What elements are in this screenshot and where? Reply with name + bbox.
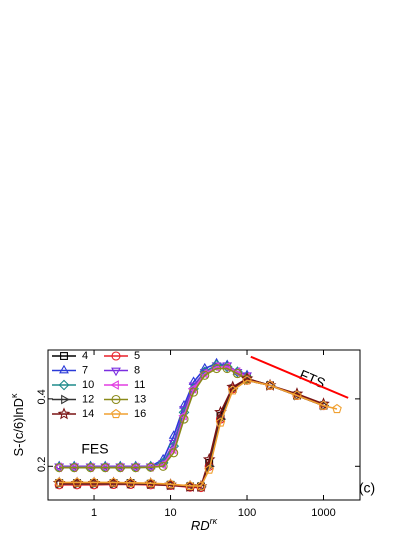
marker — [165, 479, 176, 489]
y-axis-label: S-(c/6)lnDκ — [9, 393, 26, 457]
marker — [157, 457, 169, 469]
legend-marker — [58, 379, 70, 391]
legend-marker — [111, 408, 121, 419]
legend-label: 14 — [82, 408, 94, 420]
legend-label: 10 — [82, 379, 94, 391]
legend-marker — [59, 364, 69, 374]
marker — [131, 463, 141, 473]
legend-marker — [111, 367, 121, 377]
series-line — [59, 379, 338, 487]
marker — [332, 403, 342, 414]
marker — [145, 478, 156, 488]
legend-label: 7 — [82, 364, 88, 376]
legend-label: 11 — [134, 379, 145, 391]
marker — [146, 462, 156, 472]
marker — [222, 363, 232, 374]
annotation: FES — [81, 441, 108, 457]
legend-marker — [57, 407, 71, 420]
legend-label: 8 — [134, 364, 140, 376]
legend-marker — [111, 351, 121, 361]
legend-marker — [110, 380, 119, 390]
y-axis-label-main: S-(c/6)lnD — [11, 398, 26, 457]
marker — [204, 464, 215, 474]
marker — [226, 380, 240, 393]
marker — [185, 480, 195, 490]
x-tick-label: 1 — [91, 507, 97, 519]
marker — [115, 463, 125, 473]
marker — [85, 463, 96, 473]
x-tick-label: 100 — [238, 507, 256, 519]
marker — [196, 481, 206, 491]
marker — [72, 477, 82, 487]
x-axis-label-sup: rκ — [210, 516, 218, 526]
legend-label: 16 — [134, 408, 146, 420]
marker — [54, 477, 65, 487]
marker — [89, 477, 99, 487]
marker — [179, 414, 189, 424]
legend-marker — [60, 352, 68, 360]
y-tick-label: 0.2 — [36, 457, 48, 472]
series-line — [59, 367, 248, 469]
marker — [292, 390, 302, 400]
marker — [318, 400, 329, 410]
x-axis-label-main: RD — [191, 518, 210, 533]
fts-line — [250, 355, 349, 399]
marker — [202, 452, 216, 465]
marker — [189, 387, 199, 397]
annotation: (c) — [359, 480, 375, 496]
marker — [158, 461, 168, 471]
marker — [242, 375, 252, 385]
y-tick-label: 0.4 — [36, 389, 48, 404]
marker — [212, 363, 222, 374]
legend-marker — [61, 394, 70, 405]
y-axis-label-sup: κ — [9, 393, 19, 398]
plot-frame — [47, 349, 361, 501]
legend-label: 12 — [82, 393, 94, 405]
marker — [125, 477, 136, 487]
legend-label: 13 — [134, 393, 146, 405]
x-tick-label: 1000 — [311, 507, 335, 519]
marker — [69, 463, 79, 473]
x-axis-label: RDrκ — [191, 516, 218, 533]
marker — [265, 380, 275, 390]
legend-label: 5 — [134, 350, 140, 362]
marker — [100, 463, 110, 473]
marker — [108, 477, 119, 487]
marker — [169, 448, 179, 458]
legend-label: 4 — [82, 350, 88, 362]
marker — [215, 417, 226, 427]
marker — [54, 463, 64, 473]
marker — [200, 370, 210, 380]
x-tick-label: 10 — [164, 507, 176, 519]
legend-marker — [111, 394, 121, 405]
marker — [227, 385, 238, 395]
marker — [232, 369, 243, 379]
